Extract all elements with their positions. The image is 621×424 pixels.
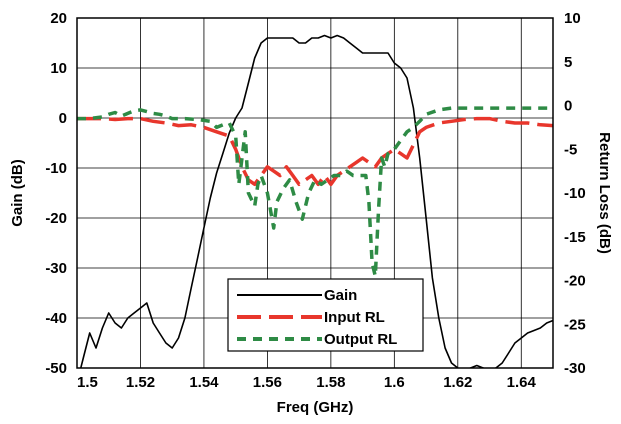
y2-tick-label: -5	[564, 141, 577, 158]
legend-label-input-rl: Input RL	[324, 309, 385, 326]
legend-label-output-rl: Output RL	[324, 331, 397, 348]
x-tick-label: 1.5	[77, 374, 98, 391]
series-line-output-rl	[77, 106, 553, 278]
y2-axis-title: Return Loss (dB)	[596, 132, 613, 254]
y2-tick-label: -25	[564, 316, 586, 333]
y2-tick-label: 5	[564, 54, 572, 71]
plot-frame	[76, 17, 554, 369]
y-tick-label: 20	[50, 10, 67, 27]
x-tick-labels: 1.5 1.52 1.54 1.56 1.58 1.6 1.62 1.64	[77, 374, 537, 391]
y2-tick-label: -10	[564, 185, 586, 202]
y2-tick-label: 0	[564, 98, 572, 115]
series-group	[77, 34, 553, 368]
x-axis-title: Freq (GHz)	[277, 399, 354, 416]
x-tick-label: 1.52	[126, 374, 155, 391]
y2-tick-label: -20	[564, 273, 586, 290]
y-tick-label: -20	[45, 210, 67, 227]
y-tick-label: -30	[45, 260, 67, 277]
x-tick-label: 1.62	[443, 374, 472, 391]
x-tick-label: 1.56	[253, 374, 282, 391]
y2-tick-label: -30	[564, 360, 586, 377]
y-tick-labels: 20 10 0 -10 -20 -30 -40 -50	[45, 10, 67, 377]
legend: Gain Input RL Output RL	[227, 278, 424, 352]
y2-tick-labels: 10 5 0 -5 -10 -15 -20 -25 -30	[564, 10, 586, 377]
y-tick-label: -40	[45, 310, 67, 327]
series-line-gain	[79, 34, 553, 368]
y2-tick-label: 10	[564, 10, 581, 27]
y-tick-label: -10	[45, 160, 67, 177]
y-tick-label: 0	[59, 110, 67, 127]
x-tick-label: 1.54	[189, 374, 219, 391]
x-tick-label: 1.64	[507, 374, 537, 391]
x-tick-label: 1.6	[384, 374, 405, 391]
y-tick-label: -50	[45, 360, 67, 377]
x-tick-label: 1.58	[316, 374, 345, 391]
y-tick-label: 10	[50, 60, 67, 77]
y2-tick-label: -15	[564, 229, 586, 246]
legend-label-gain: Gain	[324, 287, 357, 304]
y-axis-title: Gain (dB)	[9, 159, 26, 227]
series-line-input-rl	[77, 116, 553, 187]
